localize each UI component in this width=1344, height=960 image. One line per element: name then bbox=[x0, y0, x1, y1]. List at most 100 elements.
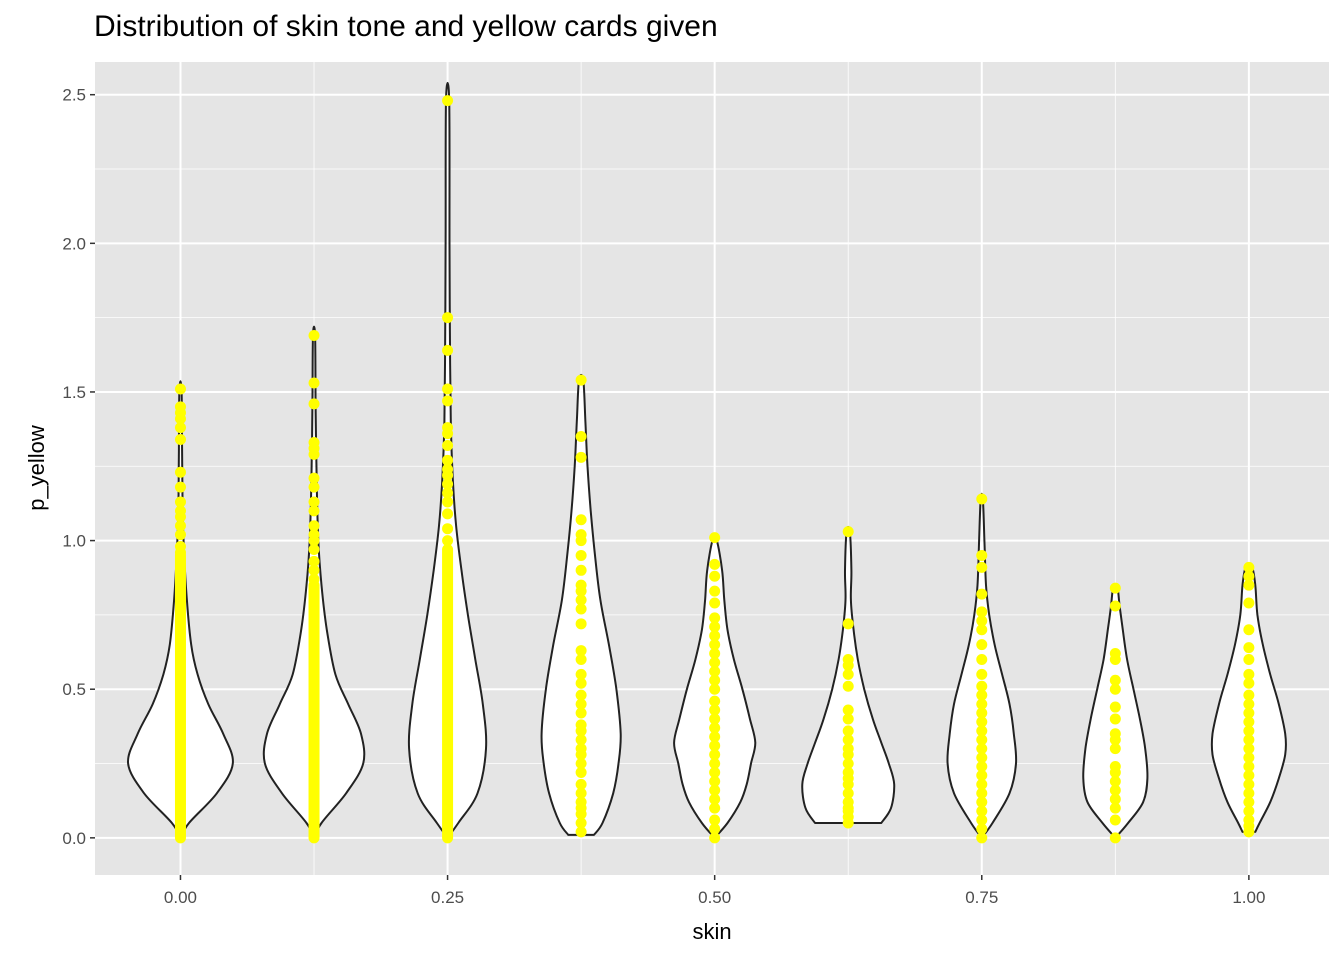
data-point bbox=[976, 761, 988, 773]
data-point bbox=[976, 624, 988, 636]
data-point bbox=[1243, 570, 1255, 582]
data-point bbox=[575, 668, 587, 680]
data-point bbox=[976, 805, 988, 817]
data-point bbox=[1243, 734, 1255, 746]
data-point bbox=[842, 743, 854, 755]
data-point bbox=[575, 564, 587, 576]
data-point bbox=[1109, 728, 1121, 740]
data-point bbox=[174, 434, 186, 446]
data-point bbox=[842, 725, 854, 737]
data-point bbox=[308, 573, 320, 585]
data-point bbox=[709, 585, 721, 597]
x-tick-label: 1.00 bbox=[1232, 888, 1265, 907]
data-point bbox=[709, 674, 721, 686]
data-point bbox=[575, 677, 587, 689]
data-point bbox=[442, 395, 454, 407]
data-point bbox=[976, 493, 988, 505]
data-point bbox=[308, 555, 320, 567]
y-tick-label: 2.0 bbox=[62, 234, 86, 253]
data-point bbox=[976, 823, 988, 835]
data-point bbox=[308, 481, 320, 493]
data-point bbox=[575, 796, 587, 808]
data-point bbox=[575, 603, 587, 615]
data-point bbox=[442, 523, 454, 535]
data-point bbox=[842, 734, 854, 746]
data-point bbox=[976, 787, 988, 799]
data-point bbox=[1109, 802, 1121, 814]
data-point bbox=[1243, 725, 1255, 737]
data-point bbox=[842, 713, 854, 725]
data-point bbox=[976, 668, 988, 680]
data-point bbox=[442, 312, 454, 324]
data-point bbox=[976, 561, 988, 573]
data-point bbox=[575, 579, 587, 591]
y-axis-title: p_yellow bbox=[24, 425, 49, 511]
data-point bbox=[308, 564, 320, 576]
data-point bbox=[1109, 814, 1121, 826]
x-tick-label: 0.50 bbox=[698, 888, 731, 907]
data-point bbox=[976, 778, 988, 790]
data-point bbox=[575, 787, 587, 799]
data-point bbox=[709, 656, 721, 668]
data-point bbox=[709, 802, 721, 814]
data-point bbox=[976, 639, 988, 651]
data-point bbox=[1243, 561, 1255, 573]
data-point bbox=[709, 775, 721, 787]
data-point bbox=[442, 383, 454, 395]
data-point bbox=[1109, 743, 1121, 755]
data-point bbox=[842, 787, 854, 799]
data-point bbox=[709, 621, 721, 633]
y-tick-label: 1.0 bbox=[62, 532, 86, 551]
data-point bbox=[1109, 701, 1121, 713]
y-tick-label: 2.5 bbox=[62, 86, 86, 105]
data-point bbox=[1243, 778, 1255, 790]
data-point bbox=[709, 532, 721, 544]
data-point bbox=[709, 639, 721, 651]
data-point bbox=[575, 618, 587, 630]
data-point bbox=[709, 558, 721, 570]
data-point bbox=[308, 329, 320, 341]
data-point bbox=[575, 707, 587, 719]
data-point bbox=[976, 653, 988, 665]
x-tick-label: 0.00 bbox=[164, 888, 197, 907]
data-point bbox=[575, 374, 587, 386]
data-point bbox=[709, 731, 721, 743]
data-point bbox=[1243, 716, 1255, 728]
data-point bbox=[308, 496, 320, 508]
data-point bbox=[976, 549, 988, 561]
data-point bbox=[575, 817, 587, 829]
data-point bbox=[308, 398, 320, 410]
data-point bbox=[308, 377, 320, 389]
data-point bbox=[174, 520, 186, 532]
data-point bbox=[709, 648, 721, 660]
data-point bbox=[1243, 642, 1255, 654]
data-point bbox=[575, 766, 587, 778]
y-axis: 0.0 0.5 1.0 1.5 2.0 2.5 bbox=[62, 86, 95, 848]
data-point bbox=[976, 689, 988, 701]
data-point bbox=[308, 472, 320, 484]
data-point bbox=[575, 549, 587, 561]
data-point bbox=[174, 505, 186, 517]
data-point bbox=[1109, 713, 1121, 725]
data-point bbox=[442, 95, 454, 107]
data-point bbox=[709, 695, 721, 707]
data-point bbox=[575, 734, 587, 746]
data-point bbox=[308, 544, 320, 556]
data-point bbox=[709, 832, 721, 844]
data-point bbox=[709, 784, 721, 796]
data-point bbox=[174, 422, 186, 434]
data-point bbox=[709, 713, 721, 725]
data-point bbox=[174, 401, 186, 413]
data-point bbox=[174, 383, 186, 395]
data-point bbox=[709, 683, 721, 695]
data-point bbox=[442, 496, 454, 508]
data-point bbox=[976, 734, 988, 746]
data-point bbox=[976, 725, 988, 737]
data-point bbox=[842, 653, 854, 665]
data-point bbox=[1243, 707, 1255, 719]
chart-title: Distribution of skin tone and yellow car… bbox=[94, 10, 718, 43]
data-point bbox=[174, 541, 186, 553]
data-point bbox=[442, 422, 454, 434]
data-point bbox=[1243, 698, 1255, 710]
x-tick-label: 0.75 bbox=[965, 888, 998, 907]
